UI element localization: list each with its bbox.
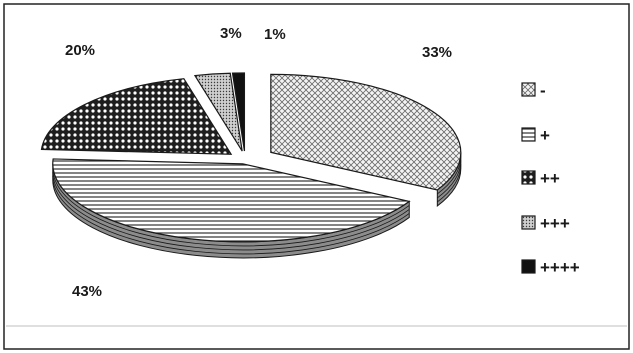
pie-slice-edge-minus — [437, 164, 462, 203]
slice-label-plus-3: 3% — [220, 25, 242, 42]
slice-label-minus: 33% — [422, 44, 452, 61]
legend-item-plus: + — [521, 126, 550, 145]
pie-slice-top-plus-3 — [193, 72, 243, 152]
pie-slice-top-plus-plus — [40, 78, 233, 155]
slice-label-plus-4: 1% — [264, 26, 286, 43]
legend-item-plus-4: ++++ — [521, 258, 580, 277]
pie-slice-minus — [270, 73, 462, 207]
slice-label-plus: 43% — [72, 283, 102, 300]
chart-border — [3, 3, 630, 350]
pie-slice-top-plus — [52, 158, 411, 243]
pie-slices — [40, 72, 462, 259]
pie-slice-plus-3 — [193, 72, 243, 152]
pie-slice-plus-plus — [40, 78, 233, 155]
legend-label-minus: - — [540, 81, 546, 100]
legend-label-plus-4: ++++ — [540, 258, 580, 277]
pie-slice-edge-minus — [437, 156, 462, 195]
legend-swatch-plus-3 — [521, 215, 536, 230]
legend-item-plus-3: +++ — [521, 214, 570, 233]
legend-label-plus-plus: ++ — [540, 169, 560, 188]
pie-slice-plus-4 — [231, 72, 246, 152]
legend-swatch-plus-4 — [521, 259, 536, 274]
pie-slice-top-plus-4 — [231, 72, 246, 152]
pie-slice-edge-plus — [52, 175, 410, 255]
legend-label-plus-3: +++ — [540, 214, 570, 233]
slice-label-plus-plus: 20% — [65, 42, 95, 59]
legend: - + ++ +++ ++++ — [521, 81, 580, 277]
pie-slice-edge-minus — [437, 160, 462, 199]
pie-slice-edge-plus — [52, 171, 410, 251]
legend-swatch-plus-plus — [521, 170, 536, 185]
legend-item-minus: - — [521, 81, 546, 100]
legend-swatch-plus — [521, 127, 536, 142]
pie-slice-top-minus — [270, 73, 462, 191]
pie-slice-plus — [52, 158, 411, 259]
legend-item-plus-plus: ++ — [521, 169, 560, 188]
pie-slice-edge-plus — [52, 167, 410, 247]
legend-swatch-minus — [521, 82, 536, 97]
legend-label-plus: + — [540, 126, 550, 145]
